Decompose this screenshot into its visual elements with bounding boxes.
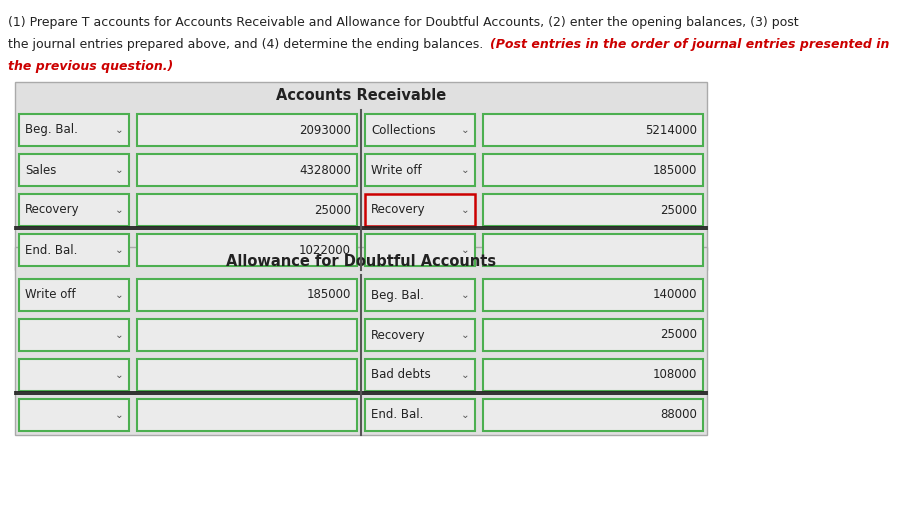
Text: ⌄: ⌄ <box>116 205 124 215</box>
Bar <box>483 359 703 391</box>
Text: ⌄: ⌄ <box>116 410 124 420</box>
Text: the journal entries prepared above, and (4) determine the ending balances.: the journal entries prepared above, and … <box>8 38 487 51</box>
Text: 185000: 185000 <box>307 288 351 302</box>
Bar <box>137 279 357 311</box>
Text: the previous question.): the previous question.) <box>8 60 173 73</box>
Bar <box>483 194 703 226</box>
Text: Sales: Sales <box>25 163 56 177</box>
Bar <box>365 359 475 391</box>
Text: ⌄: ⌄ <box>461 370 470 380</box>
Bar <box>365 154 475 186</box>
Bar <box>365 194 475 226</box>
Text: ⌄: ⌄ <box>116 125 124 135</box>
Text: 2093000: 2093000 <box>299 123 351 137</box>
Bar <box>15 82 707 270</box>
Text: 4328000: 4328000 <box>299 163 351 177</box>
Bar <box>19 194 129 226</box>
Text: ⌄: ⌄ <box>116 165 124 175</box>
Bar <box>137 319 357 351</box>
Text: Bad debts: Bad debts <box>371 369 430 381</box>
Bar <box>483 234 703 266</box>
Bar <box>137 194 357 226</box>
Text: ⌄: ⌄ <box>116 290 124 300</box>
Text: End. Bal.: End. Bal. <box>371 409 423 421</box>
Bar <box>137 114 357 146</box>
Bar <box>365 234 475 266</box>
Text: ⌄: ⌄ <box>461 125 470 135</box>
Text: ⌄: ⌄ <box>461 165 470 175</box>
Bar <box>15 247 707 435</box>
Text: Recovery: Recovery <box>25 204 80 217</box>
Text: ⌄: ⌄ <box>461 245 470 255</box>
Text: ⌄: ⌄ <box>461 330 470 340</box>
Text: Recovery: Recovery <box>371 328 426 342</box>
Bar <box>483 154 703 186</box>
Text: Beg. Bal.: Beg. Bal. <box>371 288 424 302</box>
Text: Collections: Collections <box>371 123 436 137</box>
Text: 25000: 25000 <box>314 204 351 217</box>
Text: 5214000: 5214000 <box>645 123 697 137</box>
Text: ⌄: ⌄ <box>461 290 470 300</box>
Bar <box>137 234 357 266</box>
Bar <box>137 154 357 186</box>
Bar <box>483 319 703 351</box>
Bar <box>137 359 357 391</box>
Bar <box>365 319 475 351</box>
Text: 185000: 185000 <box>652 163 697 177</box>
Text: Recovery: Recovery <box>371 204 426 217</box>
Text: 1022000: 1022000 <box>299 244 351 256</box>
Bar <box>483 399 703 431</box>
Text: Allowance for Doubtful Accounts: Allowance for Doubtful Accounts <box>226 254 496 269</box>
Text: Write off: Write off <box>371 163 421 177</box>
Text: Accounts Receivable: Accounts Receivable <box>276 88 446 104</box>
Text: Beg. Bal.: Beg. Bal. <box>25 123 78 137</box>
Bar <box>19 279 129 311</box>
Text: ⌄: ⌄ <box>116 245 124 255</box>
Text: 108000: 108000 <box>652 369 697 381</box>
Bar <box>19 319 129 351</box>
Text: ⌄: ⌄ <box>116 370 124 380</box>
Bar <box>19 114 129 146</box>
Bar <box>483 114 703 146</box>
Text: 25000: 25000 <box>660 204 697 217</box>
Text: (1) Prepare T accounts for Accounts Receivable and Allowance for Doubtful Accoun: (1) Prepare T accounts for Accounts Rece… <box>8 16 799 29</box>
Bar <box>19 399 129 431</box>
Bar <box>19 359 129 391</box>
Bar <box>137 399 357 431</box>
Bar <box>365 114 475 146</box>
Text: ⌄: ⌄ <box>461 410 470 420</box>
Bar <box>19 234 129 266</box>
Bar <box>19 154 129 186</box>
Text: ⌄: ⌄ <box>461 205 470 215</box>
Text: ⌄: ⌄ <box>116 330 124 340</box>
Text: (Post entries in the order of journal entries presented in: (Post entries in the order of journal en… <box>490 38 889 51</box>
Bar <box>365 279 475 311</box>
Text: 88000: 88000 <box>660 409 697 421</box>
Bar <box>483 279 703 311</box>
Text: 25000: 25000 <box>660 328 697 342</box>
Text: End. Bal.: End. Bal. <box>25 244 77 256</box>
Bar <box>365 399 475 431</box>
Text: Write off: Write off <box>25 288 76 302</box>
Text: 140000: 140000 <box>652 288 697 302</box>
